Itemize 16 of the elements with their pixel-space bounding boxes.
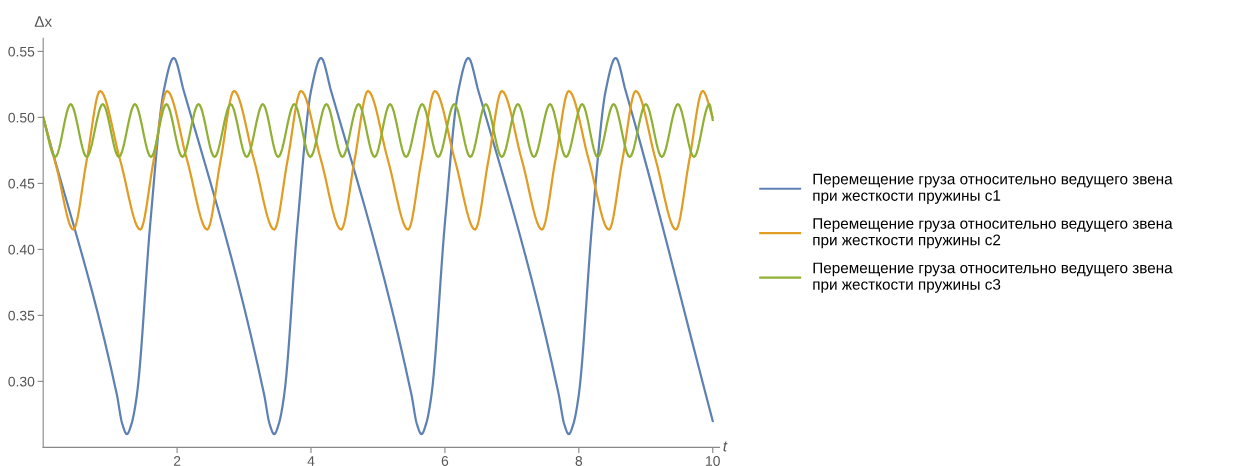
- x-tick-label: 10: [706, 456, 720, 466]
- x-axis-title: t: [723, 441, 728, 452]
- y-tick-label: 0.30: [8, 376, 35, 387]
- legend-label: Перемещение груза относительно ведущего звена при жесткости пружины c2: [813, 218, 1173, 249]
- y-axis-title: Δx: [34, 16, 52, 27]
- legend-label: Перемещение груза относительно ведущего звена при жесткости пружины c3: [813, 262, 1173, 293]
- y-tick-label: 0.50: [8, 112, 35, 123]
- y-tick-label: 0.45: [8, 178, 35, 189]
- x-tick-label: 4: [307, 456, 315, 466]
- x-tick-label: 2: [173, 456, 181, 466]
- y-tick-label: 0.35: [8, 310, 35, 321]
- x-tick-label: 8: [575, 456, 583, 466]
- y-tick-label: 0.40: [8, 244, 35, 255]
- y-tick-label: 0.55: [8, 46, 35, 57]
- legend-label: Перемещение груза относительно ведущего звена при жесткости пружины c1: [813, 173, 1173, 204]
- x-tick-label: 6: [441, 456, 449, 466]
